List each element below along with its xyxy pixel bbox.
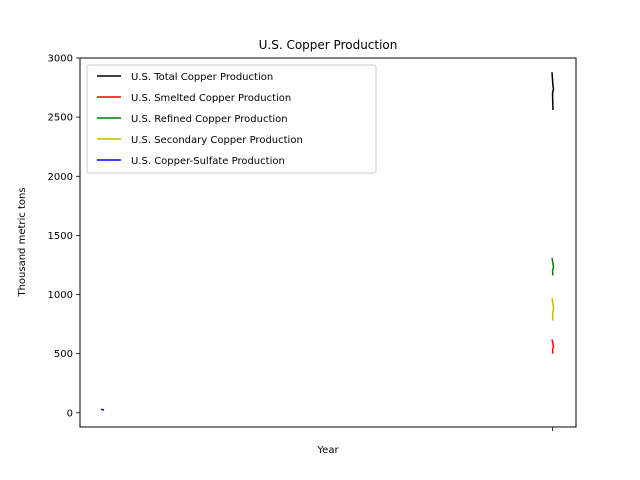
y-axis: 0 500 1000 1500 2000 2500 3000 [48, 54, 80, 419]
y-tick-label: 500 [54, 349, 73, 360]
legend-label: U.S. Smelted Copper Production [131, 93, 291, 104]
legend-box [86, 64, 377, 174]
legend-label: U.S. Refined Copper Production [131, 114, 288, 125]
series-line-2 [551, 257, 555, 276]
series-line-4 [100, 408, 105, 411]
legend-label: U.S. Copper-Sulfate Production [131, 156, 285, 167]
series-line-3 [551, 297, 555, 321]
series-line-1 [551, 339, 555, 354]
y-tick-label: 3000 [48, 54, 73, 65]
legend-label: U.S. Secondary Copper Production [131, 135, 303, 146]
legend: U.S. Total Copper Production U.S. Smelted… [86, 64, 377, 174]
y-axis-title: Thousand metric tons [17, 187, 28, 297]
y-tick-label: 1500 [48, 231, 73, 242]
y-tick-label: 2000 [48, 172, 73, 183]
y-tick-label: 0 [67, 408, 73, 419]
legend-label: U.S. Total Copper Production [131, 72, 273, 83]
y-tick-label: 1000 [48, 290, 73, 301]
y-tick-label: 2500 [48, 113, 73, 124]
series-layer [100, 72, 555, 411]
series-line-0 [551, 72, 555, 111]
x-axis-title: Year [316, 445, 339, 456]
chart-title: U.S. Copper Production [259, 38, 398, 52]
